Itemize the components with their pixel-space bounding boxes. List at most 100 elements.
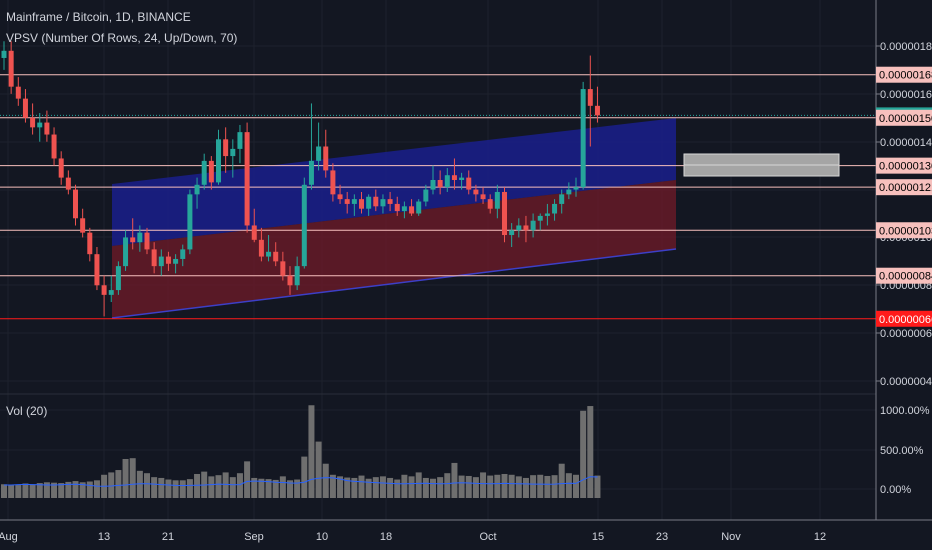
candle-body[interactable] [101,285,107,295]
candle-body[interactable] [230,148,236,157]
candle-body[interactable] [494,191,500,209]
candlestick-series[interactable] [1,41,600,317]
volume-bar [408,476,415,498]
candle-body[interactable] [80,218,86,233]
candle-body[interactable] [244,132,250,226]
candle-body[interactable] [308,160,314,185]
candle-body[interactable] [430,180,436,190]
candle-body[interactable] [423,189,429,202]
candle-body[interactable] [316,146,322,161]
time-axis[interactable]: Aug 13 21 Sep 10 18 Oct 15 23 Nov 12 [0,531,826,543]
candle-body[interactable] [173,258,179,264]
candle-body[interactable] [51,134,57,159]
candle-body[interactable] [22,98,28,118]
candle-body[interactable] [201,160,207,185]
candle-body[interactable] [459,177,465,180]
candle-body[interactable] [15,86,21,99]
candle-body[interactable] [394,203,400,212]
volume-title[interactable]: Vol (20) [6,404,48,418]
volume-bar [594,475,601,498]
candle-body[interactable] [58,158,64,178]
candle-body[interactable] [344,199,350,204]
candle-body[interactable] [437,180,443,188]
candle-body[interactable] [401,206,407,212]
candle-body[interactable] [294,266,300,286]
candle-body[interactable] [237,132,243,149]
candle-body[interactable] [566,189,572,195]
candle-body[interactable] [530,220,536,231]
candle-body[interactable] [473,189,479,195]
candle-body[interactable] [323,146,329,171]
candle-body[interactable] [8,50,14,87]
candle-body[interactable] [258,239,264,257]
candle-body[interactable] [223,139,229,157]
symbol-title[interactable]: Mainframe / Bitcoin, 1D, BINANCE [6,10,191,24]
candle-body[interactable] [594,105,600,116]
candle-body[interactable] [573,187,579,190]
candle-body[interactable] [451,175,457,180]
volume-axis[interactable]: 1000.00% 500.00% 0.00% [880,405,930,496]
candle-body[interactable] [137,232,143,243]
candle-body[interactable] [73,189,78,219]
indicator-title[interactable]: VPSV (Number Of Rows, 24, Up/Down, 70) [6,31,238,45]
candle-body[interactable] [337,194,343,200]
volume-bar [51,482,58,498]
candle-body[interactable] [158,256,164,267]
candle-body[interactable] [144,232,150,250]
candle-body[interactable] [559,194,565,204]
candle-body[interactable] [502,191,507,236]
candle-body[interactable] [466,177,472,190]
candle-body[interactable] [115,266,121,291]
candle-body[interactable] [108,290,114,295]
candle-body[interactable] [380,199,386,207]
candle-body[interactable] [480,194,486,200]
volume-bar [272,479,279,498]
candle-body[interactable] [537,215,543,221]
candle-body[interactable] [130,237,136,243]
candle-body[interactable] [65,177,71,190]
price-tag-label: 0.00000130 [879,161,932,173]
volume-bar [158,477,165,498]
candle-body[interactable] [487,199,493,209]
candle-body[interactable] [151,249,157,267]
candle-body[interactable] [373,196,379,207]
candle-body[interactable] [444,175,450,188]
volume-bar [22,483,29,498]
candle-body[interactable] [37,122,43,128]
candle-body[interactable] [208,160,214,183]
candle-body[interactable] [587,89,593,106]
candle-body[interactable] [509,230,515,236]
candle-body[interactable] [359,199,364,209]
candle-body[interactable] [409,206,415,214]
candle-body[interactable] [266,251,272,257]
candle-body[interactable] [287,275,293,286]
candle-body[interactable] [216,139,221,183]
candle-body[interactable] [544,213,550,216]
candle-body[interactable] [165,256,171,264]
candle-body[interactable] [30,117,36,128]
candle-body[interactable] [516,225,522,231]
candle-body[interactable] [416,201,422,214]
candle-body[interactable] [580,89,586,188]
candle-body[interactable] [94,254,100,286]
candle-body[interactable] [280,261,286,276]
candle-body[interactable] [1,50,7,58]
candle-body[interactable] [251,225,257,240]
candle-body[interactable] [330,170,336,195]
candle-body[interactable] [87,232,93,255]
candle-body[interactable] [552,203,558,214]
candle-body[interactable] [523,225,529,231]
candle-body[interactable] [387,199,393,204]
candle-body[interactable] [187,194,193,250]
candle-body[interactable] [180,249,186,259]
candle-body[interactable] [351,199,357,204]
candle-body[interactable] [273,251,279,262]
candle-body[interactable] [44,122,50,135]
candle-body[interactable] [123,237,129,267]
candle-body[interactable] [366,196,372,209]
candle-body[interactable] [301,184,307,267]
candle-body[interactable] [194,184,200,195]
